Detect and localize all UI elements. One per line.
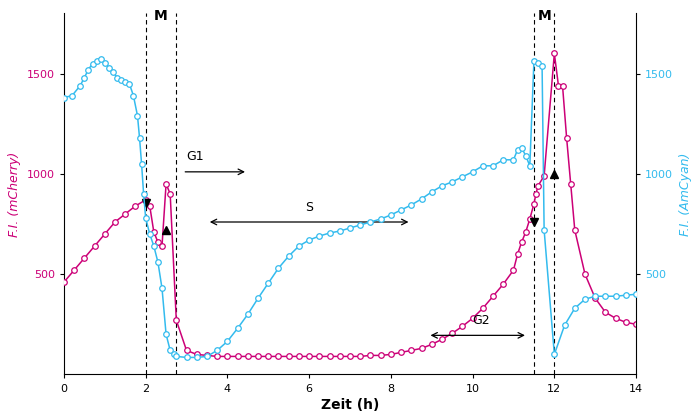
Text: G1: G1 [186,150,204,163]
Text: M: M [154,9,168,24]
Y-axis label: F.I. (mCherry): F.I. (mCherry) [8,151,21,236]
Y-axis label: F.I. (AmCyan): F.I. (AmCyan) [679,152,692,236]
Text: G2: G2 [473,314,490,327]
Text: S: S [305,201,313,214]
X-axis label: Zeit (h): Zeit (h) [321,398,379,412]
Text: M: M [538,9,551,24]
